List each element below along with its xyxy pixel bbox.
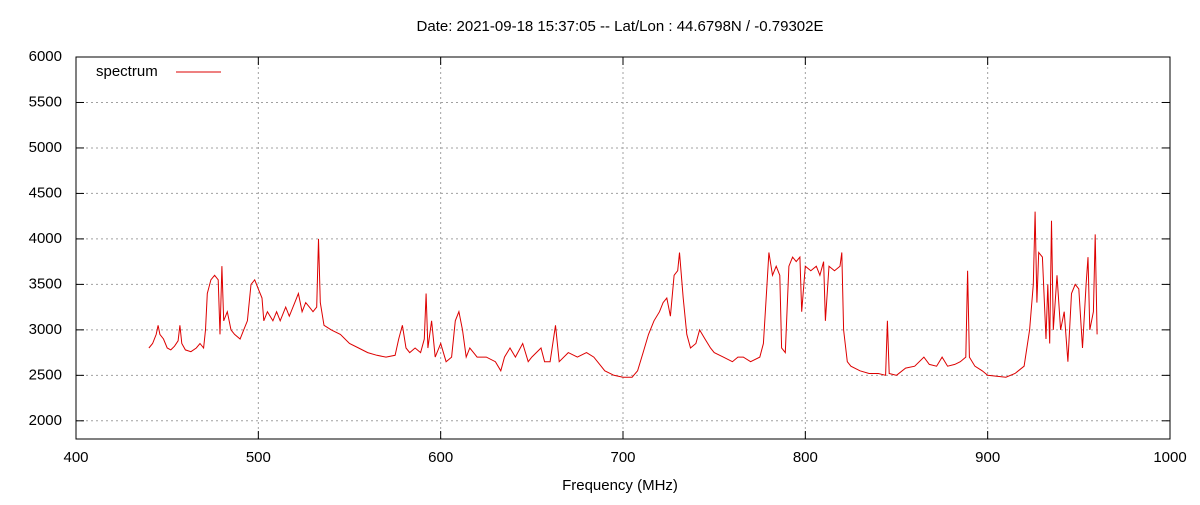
x-tick-label: 900 bbox=[975, 449, 1000, 466]
chart-title: Date: 2021-09-18 15:37:05 -- Lat/Lon : 4… bbox=[417, 18, 824, 35]
spectrum-line bbox=[148, 211, 1098, 378]
y-tick-label: 3500 bbox=[29, 275, 62, 292]
x-tick-label: 1000 bbox=[1153, 449, 1186, 466]
legend-label: spectrum bbox=[96, 63, 158, 80]
y-tick-label: 2000 bbox=[29, 412, 62, 429]
y-tick-label: 4000 bbox=[29, 230, 62, 247]
y-tick-label: 2500 bbox=[29, 366, 62, 383]
x-axis-label: Frequency (MHz) bbox=[562, 477, 678, 494]
x-tick-label: 700 bbox=[610, 449, 635, 466]
y-tick-label: 4500 bbox=[29, 184, 62, 201]
y-tick-label: 6000 bbox=[29, 48, 62, 65]
y-tick-label: 5500 bbox=[29, 93, 62, 110]
y-tick-label: 3000 bbox=[29, 321, 62, 338]
y-tick-label: 5000 bbox=[29, 139, 62, 156]
x-tick-label: 500 bbox=[246, 449, 271, 466]
x-tick-label: 800 bbox=[793, 449, 818, 466]
plot-frame bbox=[75, 56, 1171, 440]
x-tick-label: 600 bbox=[428, 449, 453, 466]
x-tick-label: 400 bbox=[63, 449, 88, 466]
